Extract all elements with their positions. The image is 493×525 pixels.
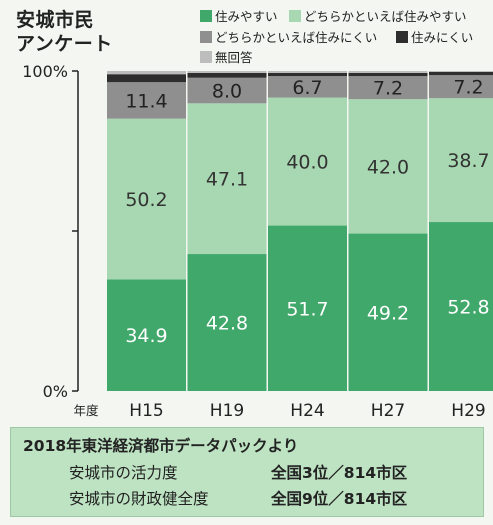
legend-label: どちらかといえば住みにくい	[215, 30, 378, 45]
bar-segment	[429, 98, 493, 223]
bar-segment	[348, 71, 428, 73]
stacked-bar-chart: 100% 0% 34.9 50.2 11.4 H15 42.8 47.1 8.0 H19 51.7 4…	[22, 62, 493, 421]
bar-segment	[429, 75, 493, 99]
legend-item-suminikui: 住みにくい	[396, 27, 473, 46]
legend-label: 無回答	[215, 50, 253, 65]
bar-segment	[348, 72, 428, 77]
x-tick-label: H29	[451, 401, 485, 421]
vitality-rank: 全国3位／814市区	[271, 464, 408, 482]
legend-swatch	[396, 30, 408, 43]
data-label: 6.7	[292, 77, 322, 99]
x-tick-label: H24	[290, 401, 324, 421]
bar-segment	[348, 233, 428, 391]
fiscal-health-label: 安城市の財政健全度	[69, 490, 209, 508]
bar-segment	[268, 71, 347, 73]
chart-title: 安城市民 アンケート	[16, 8, 113, 56]
legend-item-dochiraka-sumiyasui: どちらかといえば住みやすい	[289, 6, 467, 25]
bar-segment	[268, 225, 347, 391]
legend-swatch	[200, 9, 212, 22]
legend-label: 住みやすい	[215, 9, 278, 24]
bar-segment	[268, 76, 347, 98]
data-label: 38.7	[447, 150, 489, 172]
data-label: 7.2	[453, 77, 483, 99]
legend-swatch	[289, 9, 301, 22]
data-label: 42.8	[206, 313, 248, 335]
data-label: 11.4	[125, 90, 167, 112]
data-label: 7.2	[373, 78, 403, 100]
y-tick-label: 100%	[22, 62, 68, 81]
y-tick-label: 0%	[43, 382, 68, 401]
legend-item-dochiraka-sumini: どちらかといえば住みにくい	[200, 27, 377, 46]
legend-label: 住みにくい	[411, 30, 474, 45]
x-tick-label: H19	[210, 401, 244, 421]
bar-segment	[107, 74, 186, 83]
bar-segment	[107, 71, 186, 75]
legend-item-mukaito: 無回答	[200, 47, 253, 66]
x-tick-label: H27	[371, 401, 405, 421]
fiscal-health-rank: 全国9位／814市区	[271, 490, 408, 508]
bar-segment	[429, 222, 493, 391]
bar-segment	[429, 71, 493, 72]
bar-segment	[187, 71, 267, 73]
data-label: 34.9	[125, 325, 167, 347]
x-tick-label: H15	[129, 401, 163, 421]
bar-segment	[268, 72, 347, 77]
legend-label: どちらかといえば住みやすい	[304, 9, 467, 24]
bar-segment	[187, 77, 267, 104]
bar-segment	[107, 82, 186, 119]
data-label: 8.0	[212, 81, 242, 103]
bar-segment	[187, 254, 267, 391]
bar-segment	[268, 97, 347, 226]
vitality-label: 安城市の活力度	[69, 464, 178, 482]
x-axis-label: 年度	[73, 403, 99, 418]
bar-segment	[107, 279, 186, 391]
bar-segment	[187, 103, 267, 255]
chart-title-line-1: 安城市民	[16, 9, 95, 31]
bar-segment	[107, 118, 186, 280]
bar-segment	[348, 99, 428, 234]
legend-item-sumiyasui: 住みやすい	[200, 6, 278, 25]
bar-segment	[348, 76, 428, 100]
bar-segment	[429, 71, 493, 76]
data-label: 42.0	[367, 156, 409, 178]
panel-heading: 2018年東洋経済都市データパックより	[23, 437, 299, 455]
legend-swatch	[200, 50, 212, 63]
data-label: 47.1	[206, 169, 248, 191]
data-label: 40.0	[286, 152, 328, 174]
bar-segment	[187, 72, 267, 78]
data-label: 49.2	[367, 302, 409, 324]
data-label: 50.2	[125, 189, 167, 211]
chart-title-line-2: アンケート	[16, 33, 113, 55]
ranking-panel: 2018年東洋経済都市データパックより 安城市の活力度 全国3位／814市区 安…	[10, 427, 484, 517]
legend-swatch	[200, 30, 212, 43]
data-label: 52.8	[447, 297, 489, 319]
data-label: 51.7	[286, 298, 328, 320]
